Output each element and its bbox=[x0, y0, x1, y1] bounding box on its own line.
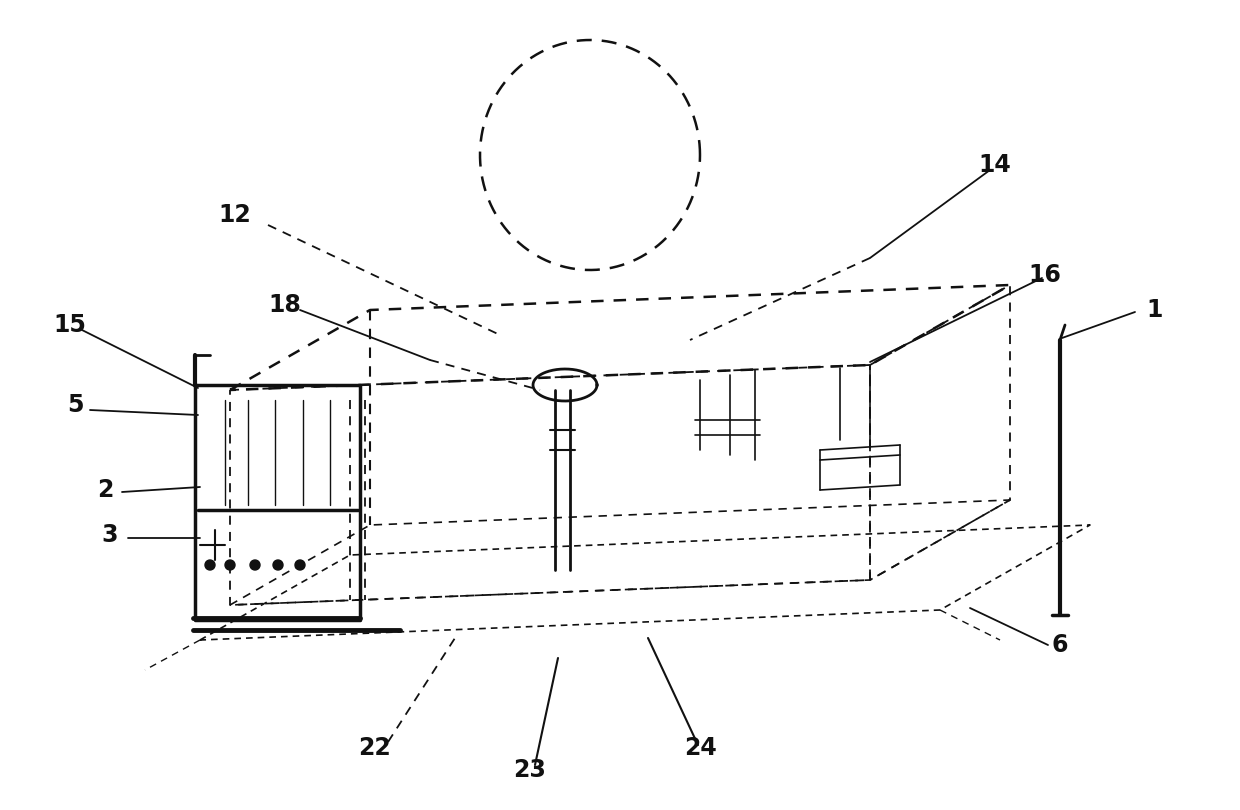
Text: 3: 3 bbox=[102, 523, 118, 547]
Text: 14: 14 bbox=[978, 153, 1012, 177]
Circle shape bbox=[250, 560, 260, 570]
Circle shape bbox=[273, 560, 283, 570]
Text: 2: 2 bbox=[97, 478, 113, 502]
Text: 15: 15 bbox=[53, 313, 87, 337]
Text: 6: 6 bbox=[1052, 633, 1068, 657]
Text: 1: 1 bbox=[1147, 298, 1163, 322]
Circle shape bbox=[295, 560, 305, 570]
Text: 23: 23 bbox=[513, 758, 547, 782]
Text: 5: 5 bbox=[67, 393, 83, 417]
Text: 18: 18 bbox=[269, 293, 301, 317]
Text: 12: 12 bbox=[218, 203, 252, 227]
Circle shape bbox=[224, 560, 236, 570]
Text: 16: 16 bbox=[1028, 263, 1061, 287]
Text: 22: 22 bbox=[358, 736, 392, 760]
Circle shape bbox=[205, 560, 215, 570]
Text: 24: 24 bbox=[683, 736, 717, 760]
